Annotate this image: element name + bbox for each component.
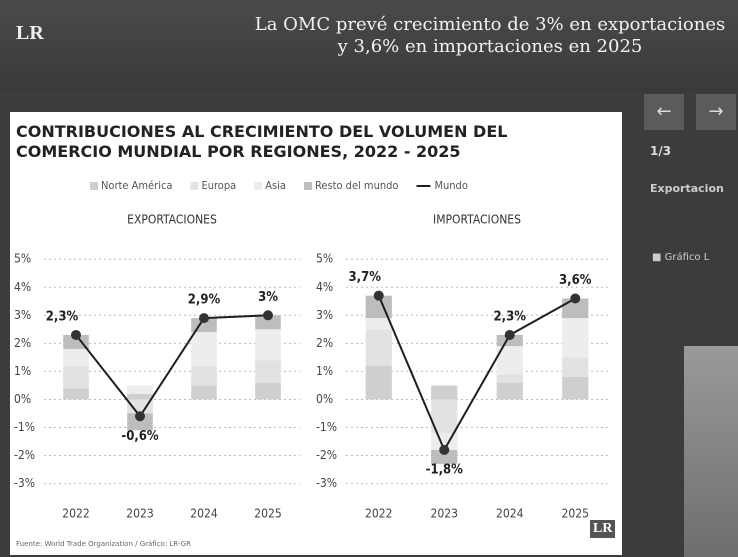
- bar-segment: [127, 413, 153, 431]
- x-tick-label: 2023: [431, 507, 458, 521]
- bar-segment: [63, 348, 89, 366]
- point: [135, 411, 145, 422]
- bar-segment: [562, 377, 589, 400]
- bar-segment: [191, 332, 217, 366]
- value-label: 2,3%: [494, 309, 527, 324]
- y-tick-label: 3%: [316, 308, 333, 322]
- value-label: -0,6%: [121, 429, 159, 444]
- slide-tag: ■ Gráfico L: [652, 252, 738, 263]
- y-tick-label: 0%: [14, 392, 31, 406]
- y-tick-label: 5%: [316, 252, 333, 266]
- x-tick-label: 2022: [365, 507, 392, 521]
- y-tick-label: 1%: [316, 364, 333, 378]
- value-label: 3%: [258, 290, 278, 305]
- logo[interactable]: LR: [16, 22, 44, 44]
- point: [504, 329, 515, 340]
- value-label: 2,9%: [188, 293, 221, 308]
- tag-text: Gráfico L: [664, 252, 710, 263]
- tag-icon: ■: [652, 252, 665, 263]
- value-label: 2,3%: [46, 309, 79, 324]
- bar-segment: [431, 449, 458, 464]
- y-tick-label: 4%: [14, 280, 31, 294]
- legend-label: Asia: [265, 179, 286, 192]
- y-tick-label: 0%: [316, 392, 333, 406]
- y-tick-label: -2%: [316, 448, 337, 462]
- subplot-title: EXPORTACIONES: [127, 213, 217, 227]
- y-tick-label: -2%: [14, 448, 35, 462]
- x-tick-label: 2025: [254, 507, 281, 521]
- value-label: 3,7%: [349, 270, 382, 285]
- legend-label: Norte América: [101, 179, 172, 192]
- x-tick-label: 2023: [126, 507, 153, 521]
- legend-label: Mundo: [434, 179, 467, 192]
- point: [570, 293, 581, 304]
- y-tick-label: -3%: [316, 476, 337, 490]
- point: [263, 310, 273, 321]
- slide-caption: Exportacion: [650, 182, 724, 195]
- bar-segment: [63, 334, 89, 349]
- legend-label: Europa: [201, 179, 236, 192]
- bar-segment: [127, 393, 153, 400]
- bar-segment: [63, 365, 89, 389]
- bar-segment: [431, 385, 458, 400]
- legend-marker: [90, 182, 98, 190]
- y-tick-label: -1%: [14, 420, 35, 434]
- x-tick-label: 2025: [562, 507, 589, 521]
- figure-logo: LR: [590, 520, 616, 538]
- y-tick-label: 2%: [14, 336, 31, 350]
- y-tick-label: 2%: [316, 336, 333, 350]
- y-tick-label: 5%: [14, 252, 31, 266]
- value-label: 3,6%: [559, 273, 592, 288]
- legend-marker: [303, 182, 312, 190]
- bar-segment: [496, 374, 523, 383]
- bar-segment: [63, 388, 89, 400]
- legend-marker: [190, 182, 199, 190]
- bar-segment: [365, 329, 392, 366]
- bar-segment: [365, 365, 392, 400]
- bar-segment: [562, 318, 589, 358]
- subplot-title: IMPORTACIONES: [433, 213, 521, 227]
- x-tick-label: 2024: [496, 507, 524, 521]
- value-label: -1,8%: [426, 462, 464, 477]
- source: Fuente: World Trade Organization / Gráfi…: [16, 540, 191, 548]
- prev-button[interactable]: ←: [644, 94, 684, 130]
- bar-segment: [127, 399, 153, 414]
- next-button[interactable]: →: [696, 94, 736, 130]
- y-tick-label: -3%: [14, 476, 35, 490]
- bar-segment: [255, 329, 281, 361]
- point: [71, 329, 81, 340]
- bar-segment: [365, 318, 392, 330]
- bar-segment: [191, 385, 217, 400]
- point: [439, 444, 450, 455]
- point: [199, 313, 209, 324]
- point: [373, 290, 384, 301]
- line: [75, 314, 269, 418]
- line: [377, 295, 576, 453]
- bar-segment: [255, 382, 281, 400]
- figure-title: CONTRIBUCIONES AL CRECIMIENTO DEL VOLUME…: [16, 122, 508, 161]
- bar-segment: [255, 360, 281, 383]
- x-tick-label: 2024: [190, 507, 218, 521]
- legend-label: Resto del mundo: [315, 179, 399, 192]
- y-tick-label: 4%: [316, 280, 333, 294]
- bar-segment: [496, 334, 523, 347]
- bar-segment: [255, 315, 281, 330]
- bar-segment: [562, 357, 589, 378]
- legend-marker: [254, 182, 263, 190]
- figure: CONTRIBUCIONES AL CRECIMIENTO DEL VOLUME…: [10, 112, 622, 555]
- y-tick-label: 3%: [14, 308, 31, 322]
- x-tick-label: 2022: [62, 507, 89, 521]
- y-tick-label: 1%: [14, 364, 31, 378]
- headline: La OMC prevé crecimiento de 3% en export…: [254, 14, 726, 57]
- bar-segment: [562, 298, 589, 319]
- bar-segment: [496, 382, 523, 400]
- header: LR La OMC prevé crecimiento de 3% en exp…: [0, 0, 738, 92]
- thumbnail[interactable]: [684, 346, 738, 557]
- slide-counter: 1/3: [650, 144, 672, 158]
- y-tick-label: -1%: [316, 420, 337, 434]
- bar-segment: [191, 365, 217, 386]
- bar-segment: [127, 385, 153, 394]
- chart: Norte América Europa Asia Resto del mundo Mu…: [14, 179, 608, 521]
